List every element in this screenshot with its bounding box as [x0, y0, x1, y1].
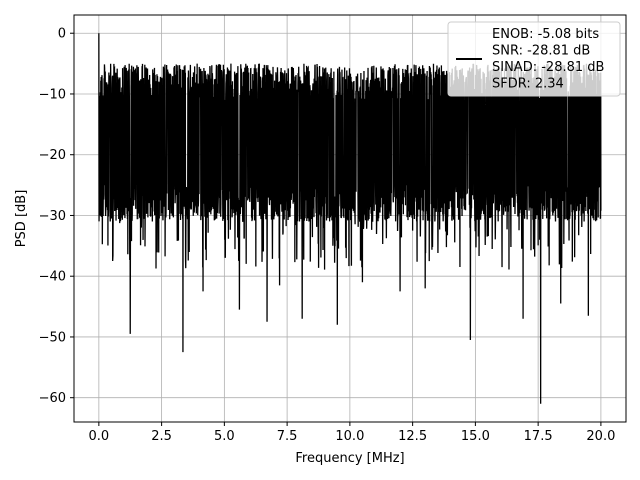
psd-line [98, 33, 602, 404]
x-tick-label: 17.5 [524, 429, 553, 444]
y-tick-label: −50 [39, 330, 66, 345]
y-axis-label: PSD [dB] [14, 190, 29, 248]
x-tick-label: 20.0 [586, 429, 615, 444]
legend-entry: ENOB: -5.08 bits [492, 27, 599, 42]
psd-series [98, 33, 602, 404]
x-tick-label: 10.0 [335, 429, 364, 444]
legend-entry: SINAD: -28.81 dB [492, 60, 604, 75]
x-axis-label: Frequency [MHz] [295, 451, 404, 466]
y-tick-label: −40 [39, 270, 66, 285]
x-tick-label: 0.0 [89, 429, 110, 444]
y-tick-label: −20 [39, 148, 66, 163]
x-tick-label: 15.0 [461, 429, 490, 444]
x-axis: 0.0 2.5 5.0 7.5 10.0 12.5 15.0 17.5 20.0 [89, 422, 615, 444]
y-tick-label: −10 [39, 87, 66, 102]
y-tick-label: 0 [58, 27, 66, 42]
legend-entry: SFDR: 2.34 [492, 77, 564, 92]
legend-box [447, 21, 621, 97]
x-tick-label: 7.5 [277, 429, 298, 444]
y-tick-label: −60 [39, 391, 66, 406]
x-tick-label: 2.5 [151, 429, 172, 444]
x-tick-label: 5.0 [214, 429, 235, 444]
x-tick-label: 12.5 [398, 429, 427, 444]
y-axis: 0 −10 −20 −30 −40 −50 −60 [39, 27, 74, 406]
y-tick-label: −30 [39, 209, 66, 224]
legend-entry: SNR: -28.81 dB [492, 44, 590, 59]
